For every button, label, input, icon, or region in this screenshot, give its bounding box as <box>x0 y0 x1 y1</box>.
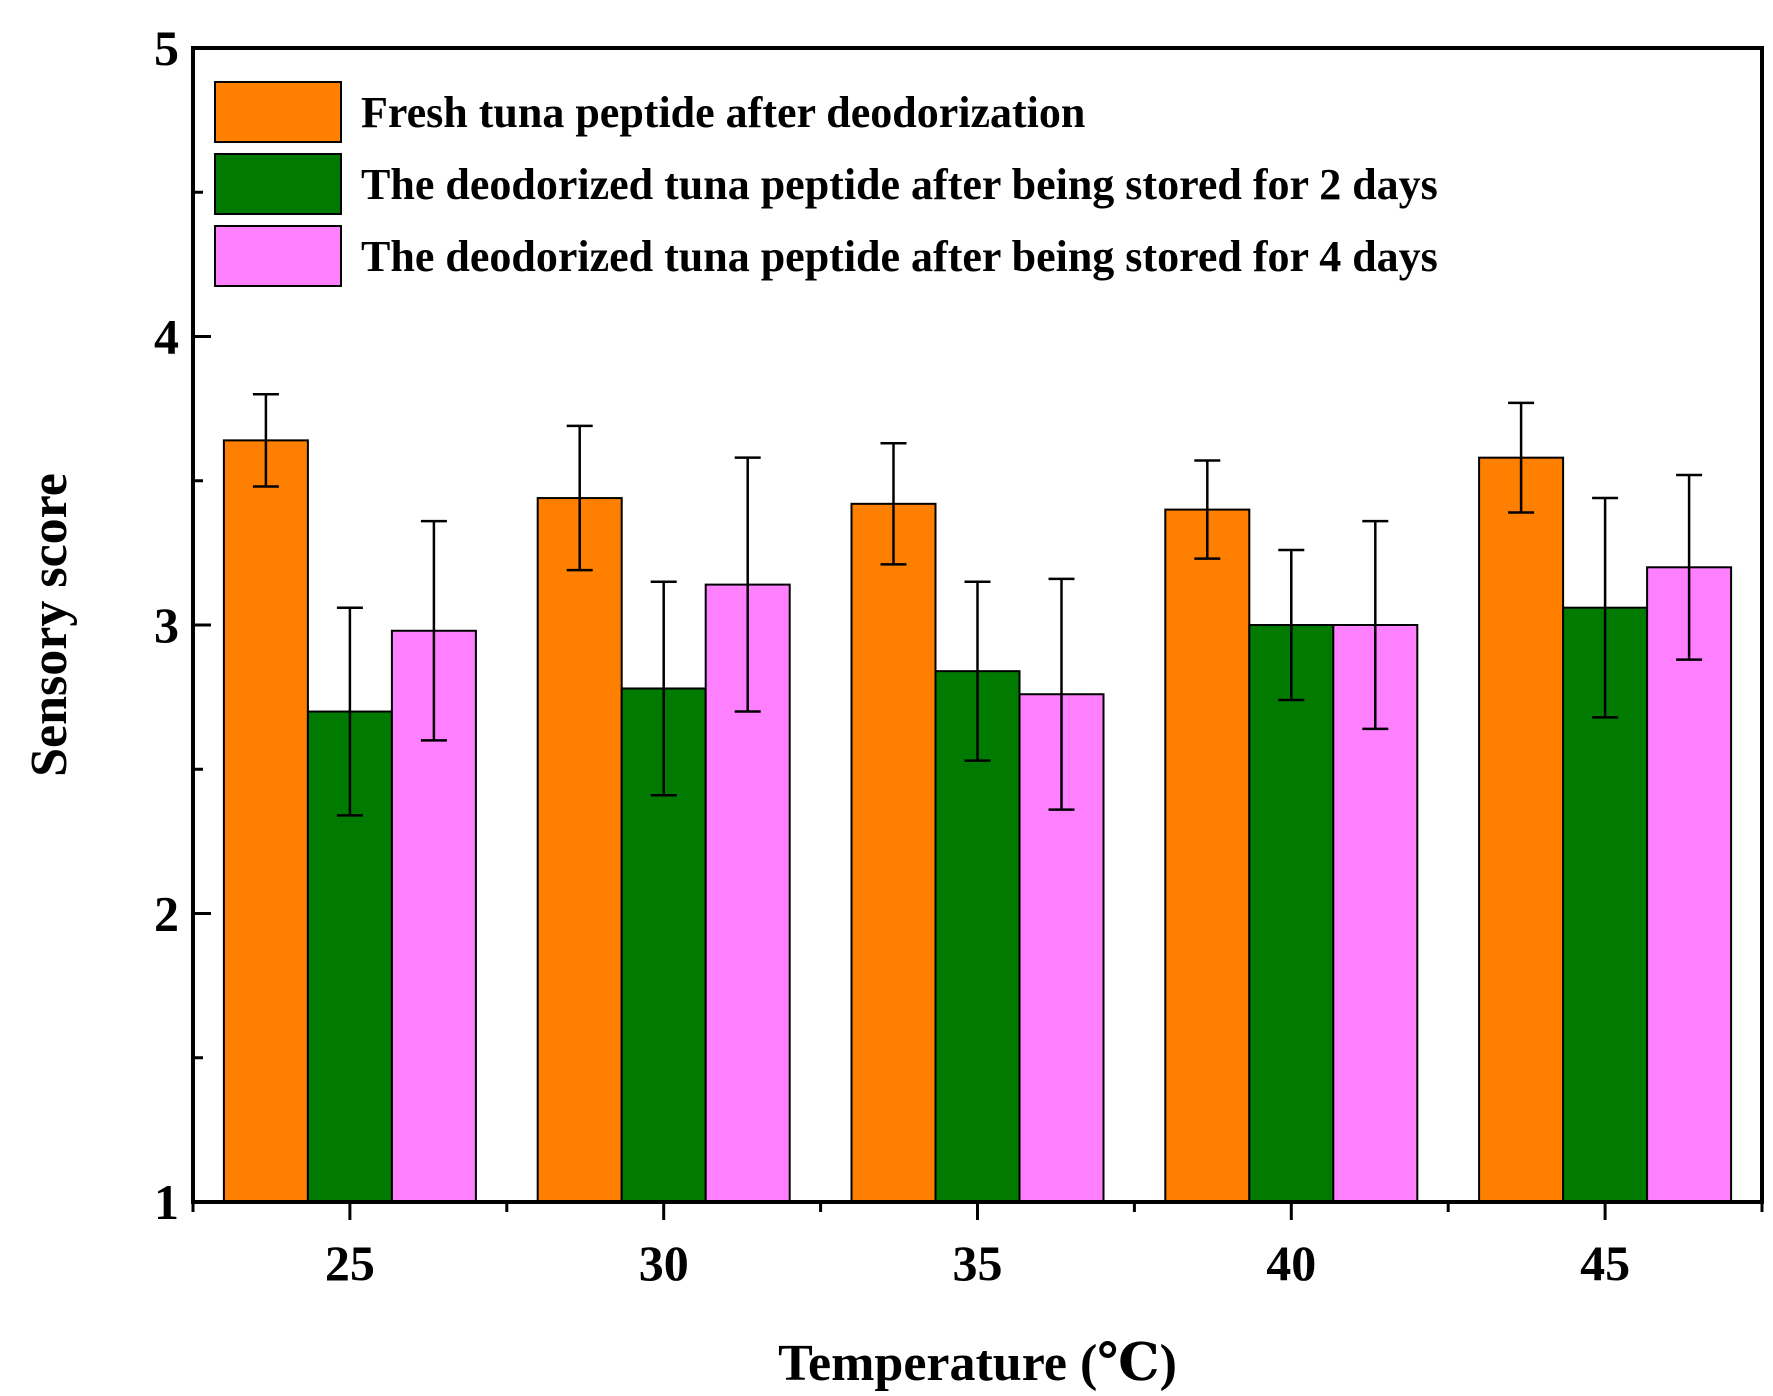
bar-25-series-1 <box>222 439 309 1203</box>
error-bars-layer <box>252 392 1703 817</box>
y-tick-label-1: 1 <box>154 1174 179 1230</box>
legend-label-series-3: The deodorized tuna peptide after being … <box>361 232 1438 281</box>
bar-45-series-3 <box>1646 566 1733 1203</box>
bar-35-series-1 <box>850 502 937 1203</box>
bar-45-series-1 <box>1478 456 1565 1204</box>
y-axis-title: Sensory score <box>21 473 78 777</box>
legend-swatch-series-2 <box>214 153 342 215</box>
legend-swatch-series-1 <box>214 81 342 143</box>
y-tick-label-5: 5 <box>154 20 179 76</box>
y-tick-label-3: 3 <box>154 597 179 653</box>
bar-30-series-1 <box>536 497 623 1203</box>
x-tick-label-30: 30 <box>639 1235 689 1291</box>
legend-label-series-2: The deodorized tuna peptide after being … <box>361 160 1438 209</box>
legend: Fresh tuna peptide after deodorization Th… <box>214 81 1438 287</box>
bar-40-series-2 <box>1248 624 1335 1203</box>
bar-40-series-1 <box>1164 508 1251 1204</box>
x-axis-title: Temperature (℃) <box>778 1335 1177 1392</box>
y-tick-label-4: 4 <box>154 309 179 365</box>
x-tick-label-40: 40 <box>1266 1235 1316 1291</box>
x-tick-label-25: 25 <box>325 1235 375 1291</box>
x-tick-label-45: 45 <box>1580 1235 1630 1291</box>
y-tick-label-2: 2 <box>154 886 179 942</box>
legend-swatch-series-3 <box>214 225 342 287</box>
legend-label-series-1: Fresh tuna peptide after deodorization <box>361 88 1085 137</box>
x-tick-label-35: 35 <box>953 1235 1003 1291</box>
bars-layer <box>222 439 1733 1204</box>
